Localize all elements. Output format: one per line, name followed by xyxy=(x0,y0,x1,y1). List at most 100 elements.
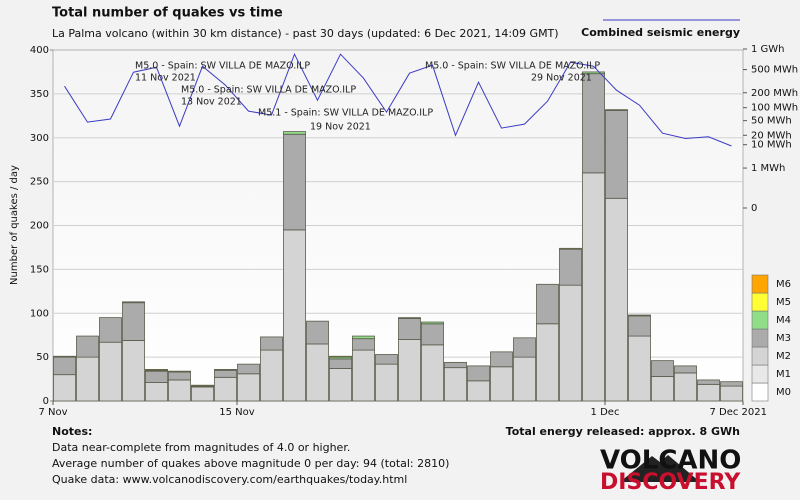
total-energy: Total energy released: approx. 8 GWh xyxy=(506,425,740,438)
bar-segment xyxy=(720,381,743,387)
bar-segment xyxy=(214,376,237,402)
bar-segment xyxy=(237,363,260,375)
bar-segment xyxy=(260,349,283,402)
y2-tick-label: 1 GWh xyxy=(751,44,785,55)
bar-segment xyxy=(283,131,306,135)
bar-segment xyxy=(191,384,214,387)
bar-segment xyxy=(329,355,352,358)
legend-label: M6 xyxy=(776,279,791,290)
annotation-date: 11 Nov 2021 xyxy=(135,73,196,84)
legend-swatch xyxy=(751,346,769,366)
y2-tick-label: 1 MWh xyxy=(751,163,785,174)
y-tick-label: 350 xyxy=(30,89,49,100)
bar-segment xyxy=(122,302,145,341)
bar-segment xyxy=(697,379,720,385)
bar-segment xyxy=(53,355,76,358)
note-line: Data near-complete from magnitudes of 4.… xyxy=(52,441,350,454)
energy-legend-label: Combined seismic energy xyxy=(581,26,740,39)
bar-segment xyxy=(628,315,651,337)
annotation-date: 19 Nov 2021 xyxy=(310,122,371,133)
bar-segment xyxy=(306,320,329,345)
y2-tick-label: 100 MWh xyxy=(751,103,798,114)
logo-text: VOLCANO xyxy=(600,446,741,476)
bar-segment xyxy=(191,386,214,402)
chart-subtitle: La Palma volcano (within 30 km distance)… xyxy=(52,27,559,40)
legend-label: M0 xyxy=(776,387,791,398)
bar-segment xyxy=(536,283,559,325)
bar-segment xyxy=(352,349,375,402)
bar-segment xyxy=(122,340,145,402)
bar-segment xyxy=(697,383,720,402)
bar-segment xyxy=(582,71,605,75)
bar-segment xyxy=(651,360,674,377)
y-tick-label: 250 xyxy=(30,177,49,188)
annotation: M5.0 - Spain: SW VILLA DE MAZO.ILP xyxy=(425,61,600,72)
legend-label: M4 xyxy=(776,315,791,326)
y-tick-label: 200 xyxy=(30,221,49,232)
bar-segment xyxy=(306,343,329,402)
bar-segment xyxy=(145,382,168,402)
bar-segment xyxy=(145,370,168,383)
bar-segment xyxy=(398,318,421,340)
bar-segment xyxy=(467,365,490,382)
legend-label: M1 xyxy=(776,369,791,380)
bar-segment xyxy=(283,133,306,231)
legend-swatch xyxy=(751,310,769,330)
note-line: Quake data: www.volcanodiscovery.com/ear… xyxy=(52,473,407,486)
x-tick-label: 1 Dec xyxy=(591,407,620,418)
y-tick-label: 50 xyxy=(36,352,49,363)
y2-tick-label: 10 MWh xyxy=(751,140,792,151)
bar-segment xyxy=(398,339,421,402)
bar-segment xyxy=(168,371,191,381)
chart-title: Total number of quakes vs time xyxy=(52,6,283,21)
logo-mountain xyxy=(620,455,700,482)
bar-segment xyxy=(145,369,168,371)
legend-label: M3 xyxy=(776,333,791,344)
bar-segment xyxy=(421,323,444,346)
x-tick-label: 15 Nov xyxy=(219,407,255,418)
bar-segment xyxy=(513,337,536,358)
bar-segment xyxy=(237,373,260,402)
bar-segment xyxy=(329,358,352,369)
logo: VOLCANO DISCOVERY xyxy=(600,446,741,496)
bar-segment xyxy=(559,248,582,286)
bar-segment xyxy=(76,335,99,358)
bar-segment xyxy=(352,335,375,340)
bar-segment xyxy=(214,369,237,378)
y-tick-label: 150 xyxy=(30,264,49,275)
y-tick-label: 300 xyxy=(30,133,49,144)
bar-segment xyxy=(582,172,605,402)
legend-swatch xyxy=(751,382,769,402)
bar-segment xyxy=(260,336,283,351)
bar-segment xyxy=(375,354,398,365)
bar-segment xyxy=(674,372,697,402)
x-tick-label: 7 Dec 2021 xyxy=(709,407,767,418)
legend-swatch xyxy=(751,364,769,384)
y2-tick-label: 20 MWh xyxy=(751,130,792,141)
bar-segment xyxy=(605,109,628,111)
bar-segment xyxy=(490,351,513,368)
bar-segment xyxy=(53,374,76,402)
bar-segment xyxy=(99,317,122,343)
bar-segment xyxy=(99,341,122,402)
bar-segment xyxy=(536,323,559,402)
energy-line xyxy=(64,52,732,147)
y2-tick-label: 50 MWh xyxy=(751,116,792,127)
legend-label: M2 xyxy=(776,351,791,362)
bar-segment xyxy=(352,338,375,351)
y-tick-label: 400 xyxy=(30,45,49,56)
annotation-date: 29 Nov 2021 xyxy=(531,73,592,84)
bar-segment xyxy=(605,110,628,199)
bar-segment xyxy=(628,314,651,317)
bar-segment xyxy=(283,229,306,402)
bar-segment xyxy=(421,344,444,402)
annotation: M5.0 - Spain: SW VILLA DE MAZO.ILP xyxy=(181,85,356,96)
bar-segment xyxy=(628,335,651,402)
legend-label: M5 xyxy=(776,297,791,308)
bar-segment xyxy=(559,247,582,250)
bar-segment xyxy=(375,363,398,402)
legend-swatch xyxy=(751,328,769,348)
bar-segment xyxy=(720,385,743,402)
bar-segment xyxy=(168,370,191,373)
y-tick-label: 100 xyxy=(30,308,49,319)
